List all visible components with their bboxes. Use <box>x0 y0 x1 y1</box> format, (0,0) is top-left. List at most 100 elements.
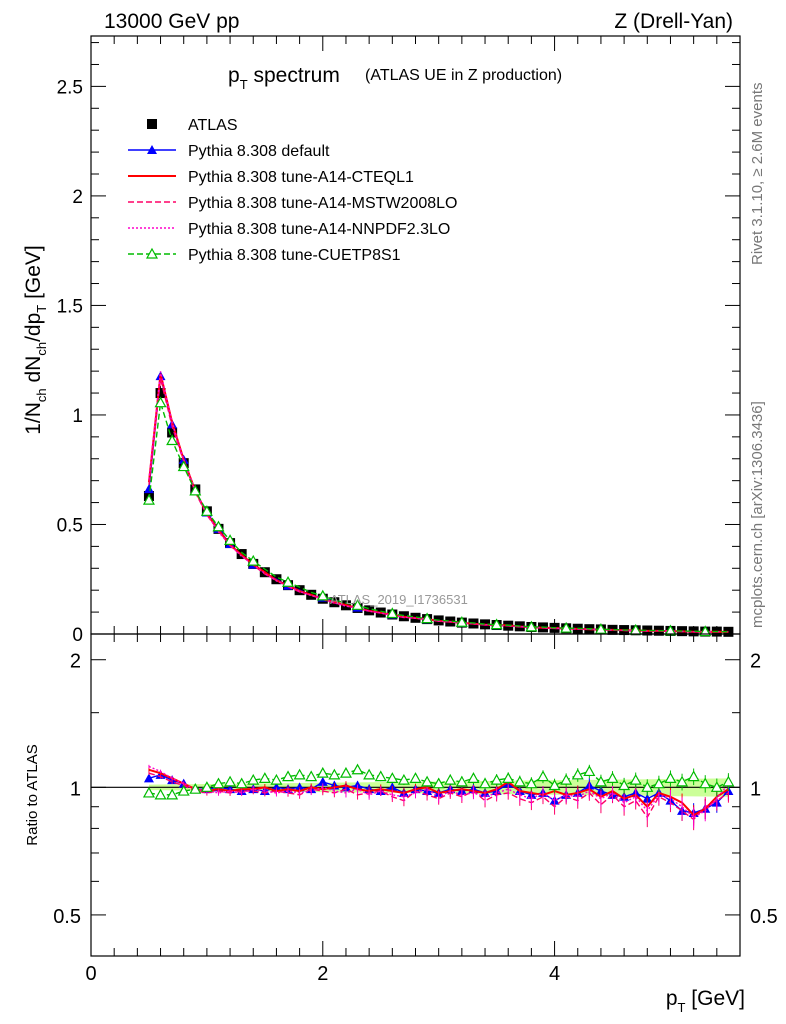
main-y-tick-label: 0.5 <box>57 515 83 536</box>
legend: ATLAS Pythia 8.308 default Pythia 8.308 tu… <box>128 117 457 264</box>
series-1-ratio-marker <box>294 782 305 792</box>
series-5-ratio-marker <box>606 772 619 783</box>
series-5-main-marker <box>177 460 190 472</box>
series-5-main-marker <box>525 620 538 632</box>
ylabel-part-4: [GeV] <box>22 245 45 305</box>
ratio-y-tick-label-right: 2 <box>750 651 761 673</box>
series-5-main-marker <box>560 621 573 633</box>
x-tick-label: 4 <box>549 963 560 985</box>
series-5-ratio-marker <box>664 772 677 783</box>
series-5-main-marker <box>316 589 329 601</box>
series-1-ratio-marker <box>271 782 282 792</box>
series-5-ratio-marker <box>710 781 723 792</box>
x-axis-label: pT [GeV] <box>666 987 745 1015</box>
ylabel-part-2: dN <box>22 356 45 389</box>
series-5-ratio-marker <box>270 773 283 785</box>
series-1-ratio-marker <box>317 776 328 786</box>
series-5-main-marker <box>594 623 607 634</box>
series-5-ratio-marker <box>479 777 492 789</box>
series-5-ratio-marker <box>154 788 167 800</box>
series-5-ratio-marker <box>281 770 295 782</box>
series-5-ratio-marker <box>618 779 631 791</box>
series-5-ratio-marker <box>444 773 457 785</box>
series-5-ratio-marker <box>455 775 468 787</box>
series-5-ratio-marker <box>548 779 561 791</box>
main-panel: 0 0.5 1 1.5 2 2.5 ATLAS_2019_I1736531 pT spec… <box>57 35 741 646</box>
series-5-ratio-marker <box>177 784 190 796</box>
series-5-main-marker <box>455 616 468 627</box>
ratio-y-tick-label: 0.5 <box>53 906 81 928</box>
series-5-main-marker <box>421 612 434 624</box>
series-5-ratio-marker <box>363 768 376 780</box>
mcplots-reference-note: mcplots.cern.ch [arXiv:1306.3436] <box>749 401 766 628</box>
series-5-main-marker <box>189 484 202 496</box>
series-5-ratio-marker <box>594 775 607 787</box>
series-5-ratio-marker <box>513 775 526 787</box>
series-5-ratio-marker <box>409 772 422 783</box>
ratio-series-layer <box>142 763 735 831</box>
title-extra: (ATLAS UE in Z production) <box>365 67 562 84</box>
ylabel-sub-2: ch <box>34 342 49 356</box>
series-5-main-marker <box>142 493 155 505</box>
title-main: p <box>228 64 240 87</box>
series-5-ratio-marker <box>676 775 689 787</box>
title-subscript: T <box>240 77 248 92</box>
series-5-ratio-marker <box>652 777 665 789</box>
series-5-ratio-marker <box>583 765 596 777</box>
series-5-main-marker <box>351 599 364 610</box>
series-5-main-marker <box>386 607 399 619</box>
series-4-main-line <box>148 371 729 633</box>
series-5-ratio-marker <box>328 768 341 780</box>
series-1-main-marker <box>143 484 154 494</box>
series-5-main-marker <box>166 434 179 446</box>
svg-text:pT [GeV]: pT [GeV] <box>666 987 745 1015</box>
series-5-ratio-marker <box>224 775 237 787</box>
header-right-label: Z (Drell-Yan) <box>614 10 733 33</box>
series-5-ratio-marker <box>432 777 445 789</box>
x-tick-label: 2 <box>317 963 328 985</box>
series-5-ratio-marker <box>374 770 387 782</box>
series-5-ratio-marker <box>142 786 155 798</box>
xlabel-subscript: T <box>678 1000 686 1015</box>
ylabel-sub-3: T <box>34 305 49 313</box>
title-main-rest: spectrum <box>248 64 340 87</box>
atlas-data-point <box>155 388 166 399</box>
series-5-ratio-marker <box>571 768 584 780</box>
series-5-ratio-marker <box>200 781 213 792</box>
legend-entry-label: Pythia 8.308 tune-A14-NNPDF2.3LO <box>188 221 450 238</box>
ratio-y-tick-label: 1 <box>70 778 81 800</box>
ylabel-sub-1: ch <box>34 388 49 402</box>
series-3-ratio-line <box>148 772 729 821</box>
series-5-ratio-marker <box>316 766 329 778</box>
series-5-main-line <box>148 402 729 633</box>
series-5-main-marker <box>281 575 295 587</box>
main-y-tick-label: 0 <box>72 625 83 646</box>
legend-swatch-marker <box>147 145 157 154</box>
svg-text:pT spectrum: pT spectrum <box>228 64 340 92</box>
main-series-layer <box>142 371 734 637</box>
series-5-main-marker <box>699 625 712 637</box>
series-5-ratio-marker <box>536 770 550 782</box>
legend-entry-label: Pythia 8.308 default <box>188 143 330 160</box>
series-5-ratio-marker <box>247 773 260 785</box>
series-5-main-marker <box>154 396 167 408</box>
plot-header: 13000 GeV pp Z (Drell-Yan) <box>104 10 733 33</box>
main-y-tick-label: 2.5 <box>57 77 83 98</box>
ylabel-part-3: /dp <box>22 313 45 342</box>
series-5-ratio-marker <box>490 773 503 785</box>
series-5-ratio-marker <box>258 772 271 783</box>
series-5-ratio-marker <box>397 773 410 785</box>
series-5-ratio-marker <box>560 773 573 785</box>
legend-swatch-marker <box>145 247 159 259</box>
series-5-ratio-marker <box>467 772 480 783</box>
ratio-y-axis-label: Ratio to ATLAS <box>24 744 41 845</box>
series-5-main-marker <box>247 554 260 566</box>
series-5-ratio-marker <box>699 777 712 789</box>
y-axis-label: 1/Nch dNch/dpT [GeV] <box>22 245 49 435</box>
legend-entry-label: Pythia 8.308 tune-CUETP8S1 <box>188 247 401 264</box>
header-left-label: 13000 GeV pp <box>104 10 239 33</box>
series-5-ratio-marker <box>293 768 306 780</box>
series-5-main-marker <box>490 618 503 630</box>
xlabel-unit: [GeV] <box>685 987 745 1010</box>
